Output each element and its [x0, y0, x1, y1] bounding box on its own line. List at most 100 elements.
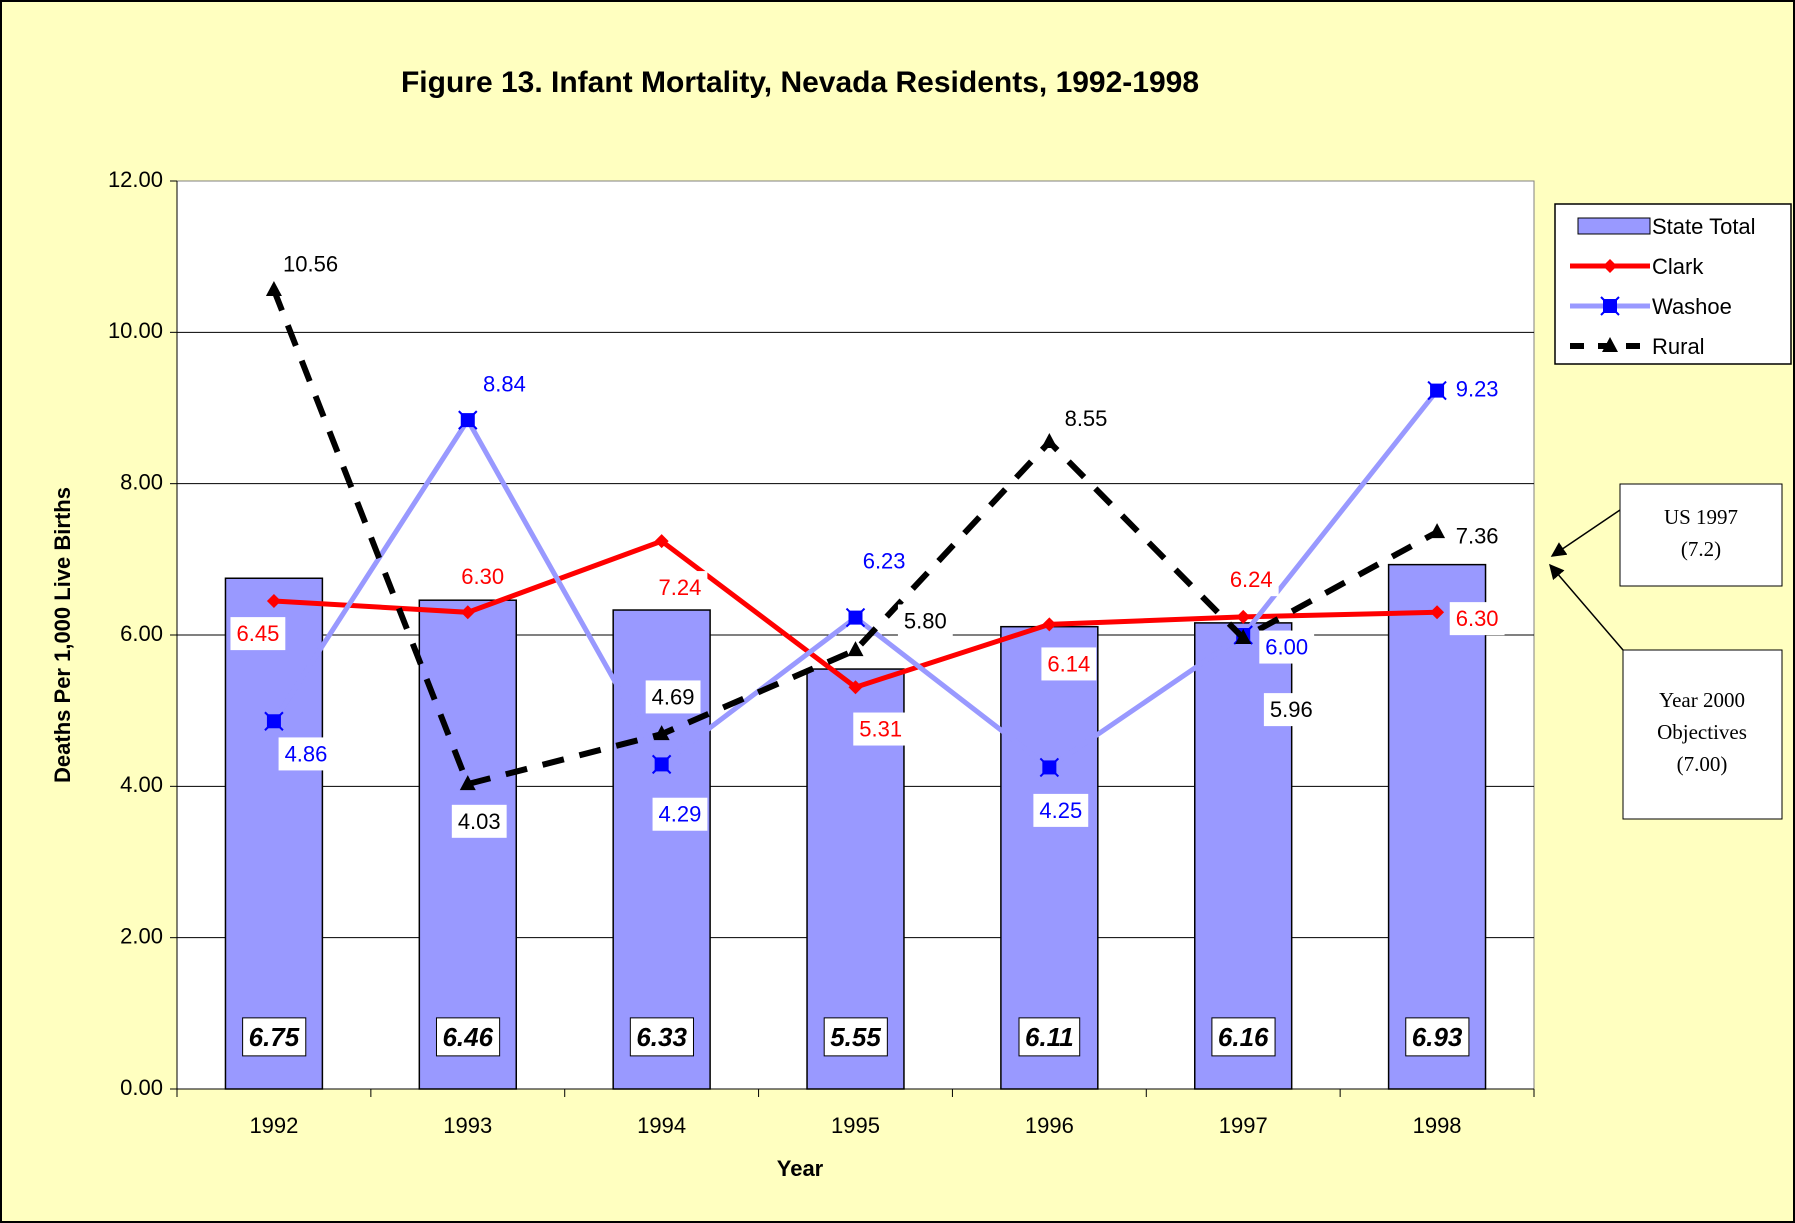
data-label-background — [652, 797, 708, 831]
data-label-group: 6.16 — [1211, 1017, 1276, 1057]
data-label: 4.29 — [659, 802, 702, 827]
data-label-group: 4.03 — [451, 804, 507, 838]
data-label-group: 5.80 — [897, 604, 953, 638]
data-label-group: 10.56 — [277, 247, 345, 281]
data-label-background — [278, 737, 334, 771]
annotation-box — [1622, 649, 1783, 820]
data-label: 6.33 — [636, 1022, 687, 1052]
data-label-group: 6.30 — [1449, 602, 1505, 636]
data-label-background — [1033, 793, 1089, 827]
y-tick-label: 0.00 — [120, 1075, 163, 1100]
data-label-group: 6.23 — [856, 544, 912, 578]
data-label-background — [230, 617, 286, 651]
data-label-background — [897, 604, 953, 638]
data-label-group: 4.86 — [278, 737, 334, 771]
data-label-background — [1058, 402, 1114, 436]
data-label: 6.00 — [1265, 635, 1308, 660]
y-tick-label: 2.00 — [120, 923, 163, 948]
data-label-group: 6.11 — [1018, 1017, 1081, 1057]
marker-cross — [1039, 757, 1060, 778]
data-label: 6.11 — [1025, 1022, 1074, 1052]
marker-cross — [845, 607, 866, 628]
data-label-group: 6.00 — [1259, 630, 1315, 664]
marker — [847, 641, 864, 657]
data-label-background — [1211, 1017, 1276, 1057]
x-tick-label: 1995 — [831, 1113, 880, 1138]
marker — [653, 725, 670, 741]
data-label: 7.36 — [1456, 524, 1499, 549]
marker — [1041, 433, 1058, 449]
data-label-group: 4.25 — [1033, 793, 1089, 827]
marker-cross — [651, 754, 672, 775]
data-label-background — [823, 1017, 888, 1057]
marker-cross — [458, 410, 478, 430]
marker — [1042, 617, 1057, 632]
data-label-background — [455, 559, 511, 593]
data-label-background — [856, 544, 912, 578]
data-label-background — [451, 804, 507, 838]
data-label: 5.80 — [904, 608, 947, 633]
data-label-background — [1223, 563, 1279, 597]
data-label-background — [477, 367, 532, 401]
data-label-background — [1405, 1017, 1470, 1057]
data-label: 4.25 — [1039, 798, 1082, 823]
marker — [1430, 605, 1445, 620]
data-label: 6.45 — [236, 621, 279, 646]
data-label-group: 5.31 — [853, 712, 909, 746]
data-label-group: 4.69 — [645, 680, 701, 714]
data-label-background — [1018, 1017, 1081, 1057]
marker — [1429, 523, 1446, 539]
data-label: 9.23 — [1456, 376, 1499, 401]
marker — [460, 605, 475, 620]
data-label-group: 9.23 — [1449, 372, 1505, 406]
annotation-arrow — [1549, 563, 1624, 651]
data-label: 8.84 — [483, 372, 526, 397]
data-label-background — [1259, 630, 1315, 664]
data-label-group: 6.46 — [435, 1017, 501, 1057]
marker — [265, 280, 282, 296]
bar — [1387, 563, 1487, 1090]
y-tick-label: 6.00 — [120, 621, 163, 646]
x-tick-label: 1997 — [1219, 1113, 1268, 1138]
data-label-background — [242, 1017, 307, 1057]
data-label-group: 5.96 — [1263, 693, 1319, 727]
marker — [459, 775, 476, 791]
annotation-text: Objectives — [1657, 720, 1747, 744]
legend-label: Rural — [1652, 334, 1705, 359]
data-label: 4.03 — [458, 809, 501, 834]
x-tick-label: 1992 — [249, 1113, 298, 1138]
data-label: 6.14 — [1047, 651, 1090, 676]
data-label-background — [1263, 693, 1319, 727]
data-label-background — [1449, 372, 1505, 406]
data-label-background — [853, 712, 909, 746]
x-tick-label: 1996 — [1025, 1113, 1074, 1138]
y-tick-label: 10.00 — [108, 318, 163, 343]
marker — [654, 534, 669, 549]
data-label: 4.86 — [285, 741, 328, 766]
y-tick-label: 4.00 — [120, 772, 163, 797]
data-label: 10.56 — [283, 252, 338, 277]
data-label-background — [435, 1017, 501, 1057]
annotation-text: (7.00) — [1677, 752, 1728, 776]
data-label-background — [645, 680, 701, 714]
data-label-background — [1449, 602, 1505, 636]
y-tick-label: 12.00 — [108, 167, 163, 192]
data-label-group: 4.29 — [652, 797, 708, 831]
marker — [458, 410, 478, 430]
marker — [1236, 609, 1251, 624]
legend-swatch — [1577, 217, 1651, 235]
legend-label: Clark — [1652, 254, 1704, 279]
data-label-background — [277, 247, 345, 281]
marker — [651, 754, 672, 775]
x-axis-label: Year — [777, 1156, 824, 1181]
data-label-background — [629, 1017, 694, 1057]
marker-cross — [264, 711, 284, 731]
data-label: 6.16 — [1218, 1022, 1269, 1052]
annotation-box — [1619, 483, 1783, 587]
data-label-background — [1449, 519, 1505, 553]
annotation-arrow — [1550, 509, 1621, 557]
data-label: 4.69 — [652, 684, 695, 709]
marker — [1039, 757, 1060, 778]
y-tick-label: 8.00 — [120, 469, 163, 494]
